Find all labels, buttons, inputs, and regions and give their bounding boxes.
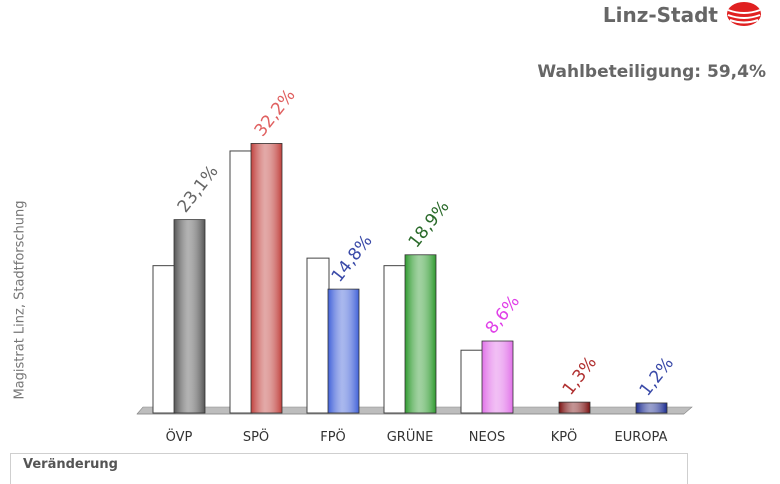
previous-bar xyxy=(229,150,253,414)
value-label: 1,3% xyxy=(559,353,601,399)
category-label: SPÖ xyxy=(243,428,269,445)
change-panel: Veränderung xyxy=(10,453,688,484)
previous-bar xyxy=(383,265,407,414)
value-label: 1,2% xyxy=(636,354,678,400)
previous-bar xyxy=(306,257,330,414)
bar-shading xyxy=(635,402,668,414)
previous-bar xyxy=(152,265,176,414)
category-labels: ÖVP SPÖ FPÖ GRÜNE NEOS KPÖ EUROPA xyxy=(166,428,668,445)
city-logo-icon xyxy=(727,2,761,26)
value-label: 8,6% xyxy=(482,292,524,338)
change-panel-title: Veränderung xyxy=(23,457,118,472)
value-label: 32,2% xyxy=(251,86,300,141)
category-label: ÖVP xyxy=(166,428,193,445)
turnout-label: Wahlbeteiligung: 59,4% xyxy=(537,62,766,82)
election-bar-chart: 23,1% 32,2% 14,8% 18,9% 8,6% 1,3% 1,2% ÖVP SPÖ F… xyxy=(136,86,693,445)
previous-bar xyxy=(460,349,484,414)
value-label: 23,1% xyxy=(174,162,223,217)
bar-shading xyxy=(404,254,437,414)
bar-shading xyxy=(173,219,206,414)
bar-shading xyxy=(481,340,514,414)
bar-shading xyxy=(250,143,283,414)
category-label: FPÖ xyxy=(320,428,346,445)
category-label: EUROPA xyxy=(615,430,668,445)
category-label: NEOS xyxy=(469,430,505,445)
category-label: GRÜNE xyxy=(387,428,434,445)
value-label: 18,9% xyxy=(405,197,454,252)
value-label: 14,8% xyxy=(328,231,377,286)
category-label: KPÖ xyxy=(551,428,578,445)
bars xyxy=(152,143,668,414)
brand: Linz-Stadt xyxy=(603,0,762,30)
bar-shading xyxy=(558,401,591,414)
brand-name: Linz-Stadt xyxy=(602,3,718,27)
bar-shading xyxy=(327,288,360,414)
